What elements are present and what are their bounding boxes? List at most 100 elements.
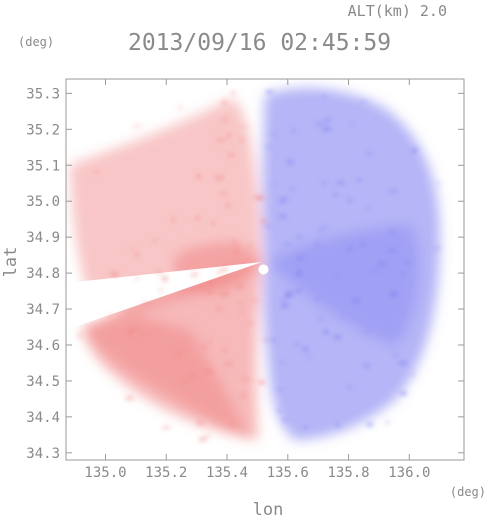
speckle-mark — [410, 372, 415, 376]
speckle-mark — [277, 409, 282, 413]
speckle-mark — [231, 239, 237, 242]
speckle-mark — [278, 214, 287, 219]
speckle-mark — [222, 348, 227, 352]
velocity-field — [66, 87, 441, 442]
speckle-mark — [271, 182, 277, 186]
speckle-mark — [353, 298, 359, 304]
speckle-mark — [295, 234, 302, 239]
x-tick-label: 135.8 — [327, 465, 369, 481]
speckle-mark — [125, 395, 134, 401]
speckle-mark — [336, 181, 345, 185]
speckle-mark — [196, 174, 201, 179]
speckle-mark — [178, 105, 183, 110]
speckle-mark — [284, 242, 291, 246]
speckle-mark — [161, 276, 168, 282]
negative-core — [268, 225, 419, 345]
speckle-mark — [320, 181, 327, 185]
speckle-mark — [281, 196, 289, 202]
speckle-mark — [230, 91, 236, 96]
plot-frame — [65, 78, 465, 461]
speckle-mark — [244, 377, 251, 381]
speckle-mark — [367, 206, 372, 211]
speckle-mark — [333, 335, 342, 340]
speckle-mark — [365, 331, 370, 334]
speckle-mark — [132, 124, 142, 128]
speckle-mark — [195, 216, 201, 220]
speckle-mark — [285, 295, 290, 298]
y-tick-label: 34.7 — [26, 302, 60, 318]
speckle-mark — [235, 301, 245, 304]
speckle-mark — [347, 385, 352, 389]
speckle-mark — [297, 272, 302, 277]
speckle-mark — [388, 189, 398, 193]
x-tick-label: 136.0 — [388, 465, 430, 481]
speckle-mark — [306, 354, 311, 359]
speckle-mark — [140, 331, 146, 335]
speckle-mark — [390, 229, 395, 234]
speckle-mark — [322, 127, 331, 132]
speckle-mark — [215, 307, 223, 311]
speckle-mark — [318, 228, 323, 233]
speckle-mark — [284, 292, 293, 297]
y-tick-label: 34.9 — [26, 230, 60, 246]
speckle-mark — [287, 159, 293, 165]
speckle-mark — [372, 269, 380, 273]
speckle-mark — [215, 175, 225, 181]
speckle-mark — [271, 132, 276, 136]
speckle-mark — [315, 242, 320, 247]
speckle-mark — [202, 434, 210, 440]
speckle-mark — [239, 125, 249, 128]
altitude-label: ALT(km) 2.0 — [348, 2, 447, 20]
speckle — [78, 90, 441, 442]
speckle-mark — [155, 328, 160, 332]
speckle-mark — [135, 276, 140, 280]
speckle-mark — [366, 422, 374, 427]
speckle-mark — [436, 182, 440, 186]
speckle-mark — [265, 90, 273, 94]
speckle-mark — [155, 271, 163, 274]
speckle-mark — [191, 272, 198, 277]
speckle-mark — [263, 338, 268, 341]
x-axis: 135.0 135.2 135.4 135.6 135.8 136.0 — [84, 79, 430, 481]
speckle-mark — [282, 305, 287, 308]
speckle-mark — [128, 247, 134, 250]
field-blobs — [70, 87, 440, 440]
speckle-mark — [270, 338, 276, 342]
speckle-mark — [404, 261, 413, 265]
speckle-mark — [399, 391, 407, 396]
speckle-mark — [335, 422, 341, 428]
speckle-mark — [215, 422, 220, 426]
speckle-mark — [232, 249, 241, 255]
speckle-mark — [385, 420, 390, 425]
speckle-mark — [221, 117, 229, 123]
x-tick-label: 135.0 — [84, 465, 126, 481]
speckle-mark — [341, 315, 345, 319]
speckle-mark — [264, 146, 273, 149]
speckle-mark — [388, 248, 396, 253]
chart-title: 2013/09/16 02:45:59 — [128, 30, 391, 56]
speckle-mark — [286, 291, 295, 294]
x-tick-label: 135.4 — [206, 465, 248, 481]
speckle-mark — [226, 153, 235, 157]
speckle-mark — [359, 242, 366, 247]
y-axis: 34.3 34.4 34.5 34.6 34.7 34.8 34.9 35.0 35.1 35.2… — [26, 86, 464, 462]
speckle-mark — [289, 187, 295, 191]
y-tick-label: 34.4 — [26, 410, 60, 426]
speckle-mark — [336, 275, 340, 279]
y-unit-label: (deg) — [18, 35, 54, 49]
speckle-mark — [401, 272, 406, 275]
speckle-mark — [152, 239, 158, 242]
speckle-mark — [349, 122, 354, 126]
speckle-mark — [248, 244, 253, 249]
x-axis-label: lon — [253, 500, 284, 520]
speckle-mark — [227, 424, 235, 427]
speckle-mark — [141, 302, 150, 305]
speckle-mark — [206, 290, 213, 295]
speckle-mark — [110, 271, 119, 277]
speckle-mark — [207, 282, 214, 286]
speckle-mark — [303, 426, 308, 429]
speckle-mark — [363, 364, 371, 368]
y-tick-label: 34.6 — [26, 338, 60, 354]
speckle-mark — [129, 327, 138, 332]
speckle-mark — [317, 317, 324, 320]
